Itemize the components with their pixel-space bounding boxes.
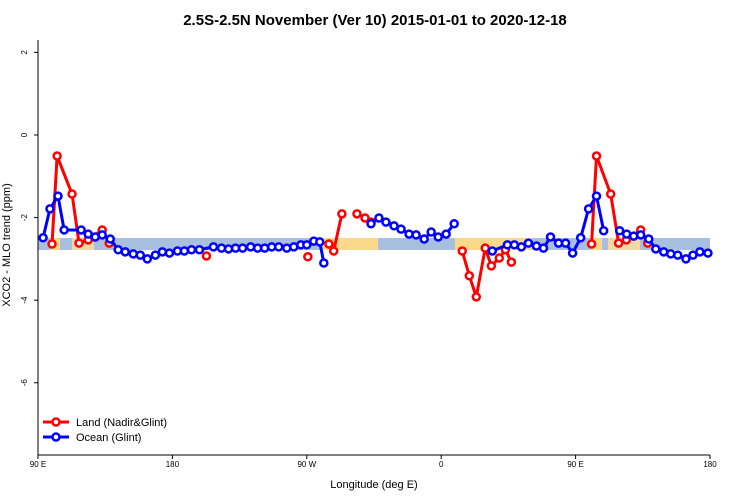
data-point bbox=[516, 242, 527, 252]
data-point bbox=[303, 252, 313, 262]
x-tick-label: 180 bbox=[703, 460, 717, 469]
data-point bbox=[319, 258, 329, 268]
data-point bbox=[703, 248, 713, 258]
y-tick-label: -2 bbox=[20, 213, 29, 221]
data-point bbox=[545, 232, 556, 242]
data-point bbox=[302, 240, 312, 250]
data-point bbox=[598, 226, 609, 236]
data-point bbox=[575, 233, 586, 243]
x-tick-label: 180 bbox=[166, 460, 180, 469]
data-point bbox=[426, 227, 436, 237]
legend-label: Ocean (Glint) bbox=[76, 432, 141, 444]
data-point bbox=[486, 261, 497, 271]
data-point bbox=[194, 245, 205, 255]
data-point bbox=[591, 191, 602, 201]
data-point bbox=[164, 248, 175, 258]
data-point bbox=[591, 151, 602, 161]
data-point bbox=[45, 204, 55, 214]
legend-label: Land (Nadir&Glint) bbox=[76, 417, 167, 429]
x-axis-label: Longitude (deg E) bbox=[330, 479, 417, 491]
data-point bbox=[464, 271, 475, 281]
data-point bbox=[389, 221, 399, 231]
x-tick-label: 0 bbox=[439, 460, 444, 469]
data-point bbox=[374, 213, 384, 223]
y-axis-label: XCO2 - MLO trend (ppm) bbox=[1, 183, 13, 306]
data-point bbox=[366, 219, 376, 229]
data-point bbox=[396, 224, 406, 234]
data-point bbox=[457, 246, 468, 256]
data-point bbox=[67, 189, 77, 199]
data-point bbox=[142, 254, 153, 264]
data-point bbox=[59, 225, 69, 235]
data-point bbox=[681, 254, 691, 264]
data-point bbox=[567, 248, 578, 258]
data-point bbox=[315, 237, 325, 247]
data-point bbox=[120, 247, 130, 257]
data-point bbox=[583, 204, 594, 214]
y-tick-label: 0 bbox=[20, 132, 29, 137]
data-point bbox=[381, 217, 391, 227]
data-point bbox=[433, 232, 443, 242]
legend-marker bbox=[51, 432, 61, 442]
data-point bbox=[614, 226, 625, 236]
data-point bbox=[605, 189, 616, 199]
data-point bbox=[201, 251, 212, 261]
y-tick-label: -4 bbox=[20, 296, 29, 304]
data-point bbox=[76, 225, 86, 235]
data-point bbox=[506, 257, 517, 267]
chart-title: 2.5S-2.5N November (Ver 10) 2015-01-01 t… bbox=[183, 12, 567, 29]
data-point bbox=[237, 243, 248, 253]
data-point bbox=[53, 191, 63, 201]
data-point bbox=[52, 151, 62, 161]
x-tick-label: 90 W bbox=[297, 460, 316, 469]
data-point bbox=[538, 243, 549, 253]
data-point bbox=[471, 292, 482, 302]
data-point bbox=[672, 250, 683, 260]
data-point bbox=[97, 230, 107, 240]
data-point bbox=[179, 246, 190, 256]
data-point bbox=[651, 244, 661, 254]
data-point bbox=[695, 247, 705, 257]
data-point bbox=[328, 246, 339, 256]
x-tick-label: 90 E bbox=[30, 460, 46, 469]
data-point bbox=[105, 234, 116, 244]
data-point bbox=[74, 238, 84, 248]
data-point bbox=[449, 219, 459, 229]
x-tick-label: 90 E bbox=[567, 460, 583, 469]
legend-marker bbox=[51, 417, 61, 427]
data-point bbox=[352, 209, 362, 219]
data-point bbox=[644, 234, 654, 244]
data-point bbox=[635, 230, 646, 240]
data-point bbox=[613, 238, 624, 248]
data-point bbox=[441, 229, 451, 239]
data-point bbox=[47, 239, 57, 249]
y-tick-label: -6 bbox=[20, 379, 29, 387]
data-point bbox=[324, 239, 334, 249]
data-point bbox=[135, 250, 146, 260]
land-ocean-band bbox=[38, 238, 710, 250]
data-point bbox=[186, 245, 197, 255]
data-point bbox=[273, 242, 284, 252]
data-point bbox=[419, 234, 429, 244]
data-point bbox=[150, 250, 161, 260]
y-tick-label: 2 bbox=[20, 50, 29, 55]
data-point bbox=[411, 230, 421, 240]
data-point bbox=[208, 242, 219, 252]
data-point bbox=[487, 246, 498, 256]
data-point bbox=[494, 253, 505, 263]
data-point bbox=[523, 238, 534, 248]
data-point bbox=[586, 239, 597, 249]
data-point bbox=[360, 213, 370, 223]
data-point bbox=[560, 238, 571, 248]
data-point bbox=[337, 209, 347, 219]
data-point bbox=[38, 233, 48, 243]
